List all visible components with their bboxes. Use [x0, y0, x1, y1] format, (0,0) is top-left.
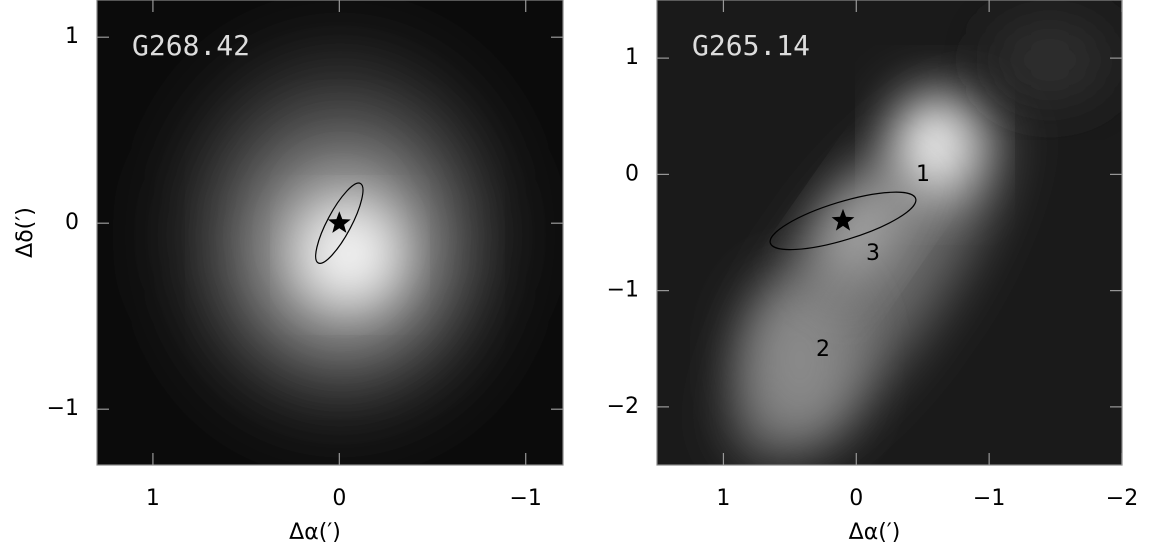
x-tick-label: 1	[146, 486, 160, 511]
panel-title: G268.42	[132, 29, 250, 62]
beam-ellipse	[315, 182, 364, 264]
source-star	[831, 208, 855, 231]
frame	[656, 0, 1123, 466]
image-panel-1	[97, 0, 563, 465]
x-tick-label: −1	[973, 486, 1005, 511]
x-axis-label: Δα(′)	[289, 520, 341, 545]
annotation: 1	[916, 162, 930, 187]
y-tick-label: −1	[47, 396, 79, 421]
y-axis-label: Δδ(′)	[13, 207, 38, 258]
frame	[96, 0, 564, 466]
y-tick-label: −1	[607, 278, 639, 303]
source-star	[327, 211, 351, 233]
annotation: 3	[866, 241, 880, 266]
beam-ellipse	[769, 191, 917, 251]
image-panel-2	[657, 0, 1122, 465]
x-tick-label: 0	[849, 486, 863, 511]
y-tick-label: 0	[625, 161, 639, 186]
x-tick-label: 0	[332, 486, 346, 511]
annotation: 2	[816, 337, 830, 362]
y-tick-label: −2	[607, 394, 639, 419]
x-tick-label: 1	[716, 486, 730, 511]
y-tick-label: 1	[65, 24, 79, 49]
x-axis-label: Δα(′)	[849, 520, 901, 545]
x-tick-label: −1	[510, 486, 542, 511]
x-tick-label: −2	[1106, 486, 1138, 511]
y-tick-label: 0	[65, 210, 79, 235]
y-tick-label: 1	[625, 45, 639, 70]
panel-title: G265.14	[692, 29, 810, 62]
